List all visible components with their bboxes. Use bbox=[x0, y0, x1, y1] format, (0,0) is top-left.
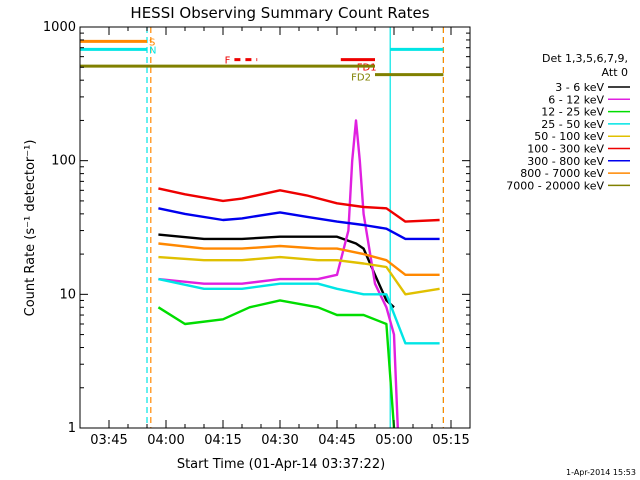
x-axis-label: Start Time (01-Apr-14 03:37:22) bbox=[177, 457, 385, 472]
y-axis-label: Count Rate (s⁻¹ detector⁻¹) bbox=[23, 140, 38, 317]
legend-label: 12 - 25 keV bbox=[541, 106, 604, 119]
y-tick-label: 1 bbox=[68, 421, 76, 436]
x-tick-label: 04:00 bbox=[147, 433, 184, 448]
series-line bbox=[158, 242, 440, 276]
legend-label: 3 - 6 keV bbox=[555, 81, 604, 94]
series-line bbox=[158, 119, 399, 429]
series-line bbox=[158, 207, 440, 241]
legend-label: 6 - 12 keV bbox=[548, 93, 604, 106]
legend-label: 800 - 7000 keV bbox=[520, 167, 604, 180]
x-tick-label: 03:45 bbox=[90, 433, 127, 448]
plot-frame bbox=[79, 26, 471, 429]
legend-header-line-1: Det 1,3,5,6,7,9, bbox=[542, 52, 628, 65]
flag-label: FD2 bbox=[351, 73, 371, 84]
flag-label: FD1 bbox=[357, 63, 377, 74]
series-line bbox=[158, 255, 440, 296]
legend-label: 25 - 50 keV bbox=[541, 118, 604, 131]
timestamp: 1-Apr-2014 15:53 bbox=[566, 468, 636, 477]
flag-label: S bbox=[149, 37, 155, 48]
series-line bbox=[157, 299, 396, 429]
flag-label: F bbox=[225, 56, 231, 67]
x-tick-label: 05:15 bbox=[432, 433, 469, 448]
y-tick-label: 100 bbox=[51, 154, 76, 169]
y-tick-label: 1000 bbox=[43, 20, 76, 35]
y-tick-label: 10 bbox=[59, 287, 76, 302]
axes: 1 10 100 1000 03:45 04:00 04:15 04:30 04:45 05:00… bbox=[43, 20, 471, 448]
legend-label: 100 - 300 keV bbox=[527, 143, 604, 156]
x-tick-label: 05:00 bbox=[375, 433, 412, 448]
chart-title: HESSI Observing Summary Count Rates bbox=[130, 4, 429, 22]
legend-label: 7000 - 20000 keV bbox=[506, 179, 604, 192]
x-tick-label: 04:15 bbox=[204, 433, 241, 448]
x-tick-label: 04:30 bbox=[261, 433, 298, 448]
series-line bbox=[158, 277, 440, 345]
legend-header-line-2: Att 0 bbox=[602, 66, 628, 79]
legend-label: 50 - 100 keV bbox=[534, 130, 604, 143]
series-line bbox=[158, 233, 395, 309]
series-line bbox=[158, 187, 440, 223]
x-tick-label: 04:45 bbox=[318, 433, 355, 448]
flag-label: N bbox=[149, 45, 156, 56]
legend-label: 300 - 800 keV bbox=[527, 155, 604, 168]
